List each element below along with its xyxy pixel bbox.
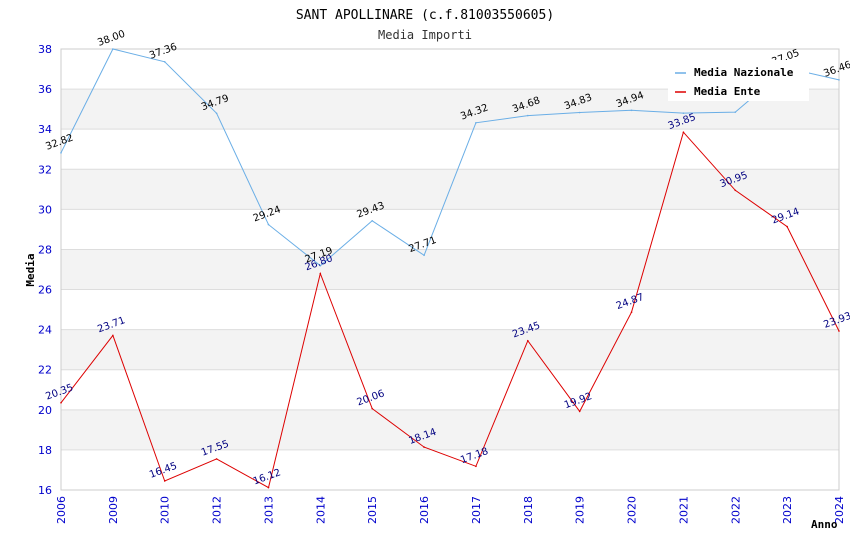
y-tick-label: 18 [38, 444, 52, 457]
y-tick-label: 30 [38, 203, 52, 216]
x-tick-label: 2006 [55, 496, 68, 524]
data-point [630, 109, 633, 112]
x-tick-label: 2020 [626, 496, 639, 524]
x-tick-label: 2013 [262, 496, 275, 524]
legend-label: Media Nazionale [694, 66, 794, 79]
x-tick-label: 2019 [574, 496, 587, 524]
data-point [319, 272, 322, 275]
x-tick-label: 2010 [159, 496, 172, 524]
x-tick-label: 2023 [781, 496, 794, 524]
y-axis-label: Media [24, 253, 37, 286]
x-tick-label: 2017 [470, 496, 483, 524]
data-point [786, 225, 788, 228]
data-point [527, 339, 529, 342]
grid-band [61, 329, 839, 370]
data-point [112, 334, 114, 337]
x-tick-label: 2022 [729, 496, 742, 524]
legend-box [668, 60, 809, 101]
data-point [371, 407, 374, 410]
y-tick-label: 22 [38, 364, 52, 377]
y-tick-label: 38 [38, 43, 52, 56]
data-point [215, 458, 218, 460]
data-point [527, 114, 529, 117]
y-tick-label: 16 [38, 484, 52, 497]
data-point [475, 121, 477, 124]
data-point [319, 264, 322, 267]
grid-band [61, 409, 839, 450]
data-point [60, 402, 62, 404]
data-point [163, 480, 166, 482]
data-point [163, 61, 166, 63]
legend: Media Nazionale Media Ente [668, 60, 809, 101]
x-tick-label: 2009 [107, 496, 120, 524]
series-line-media-ente [60, 131, 840, 489]
data-point [578, 111, 581, 114]
series-lines [60, 48, 840, 489]
data-point [734, 189, 737, 192]
data-point [838, 79, 840, 81]
data-point [682, 131, 685, 133]
data-point [112, 48, 114, 50]
x-axis-ticks: 2006 2009 2010 2012 2013 2014 2015 2016 2017 2018… [55, 496, 846, 524]
x-tick-label: 2015 [366, 496, 379, 524]
y-tick-label: 36 [38, 83, 52, 96]
x-axis-label: Anno [811, 518, 838, 531]
x-tick-label: 2012 [211, 496, 224, 524]
data-point [423, 446, 425, 448]
data-point [60, 152, 62, 154]
data-point [215, 112, 218, 115]
data-point [423, 254, 425, 257]
data-point [371, 219, 374, 222]
data-point [475, 465, 477, 468]
data-point [734, 111, 737, 113]
data-point [838, 330, 840, 332]
y-tick-label: 20 [38, 404, 52, 417]
data-point [578, 410, 581, 413]
legend-label: Media Ente [694, 85, 761, 98]
y-tick-label: 28 [38, 243, 52, 256]
y-tick-label: 24 [38, 324, 52, 337]
chart-subtitle: Media Importi [378, 28, 472, 42]
y-axis-ticks: 16 18 20 22 24 26 28 30 32 34 36 38 [38, 43, 52, 497]
data-point [267, 223, 270, 226]
grid-band [61, 249, 839, 290]
data-point [267, 486, 270, 489]
y-tick-label: 32 [38, 163, 52, 176]
x-tick-label: 2016 [418, 496, 431, 524]
data-point [630, 311, 633, 313]
y-tick-label: 34 [38, 123, 52, 136]
y-tick-label: 26 [38, 284, 52, 297]
x-tick-label: 2018 [522, 496, 535, 524]
chart-title: SANT APOLLINARE (c.f.81003550605) [296, 8, 554, 23]
plot-area-frame [60, 48, 840, 491]
x-tick-label: 2014 [314, 496, 327, 524]
x-tick-label: 2024 [833, 496, 846, 524]
series-line-media-nazionale [60, 48, 840, 267]
x-tick-label: 2021 [677, 496, 690, 524]
data-point [682, 112, 685, 114]
